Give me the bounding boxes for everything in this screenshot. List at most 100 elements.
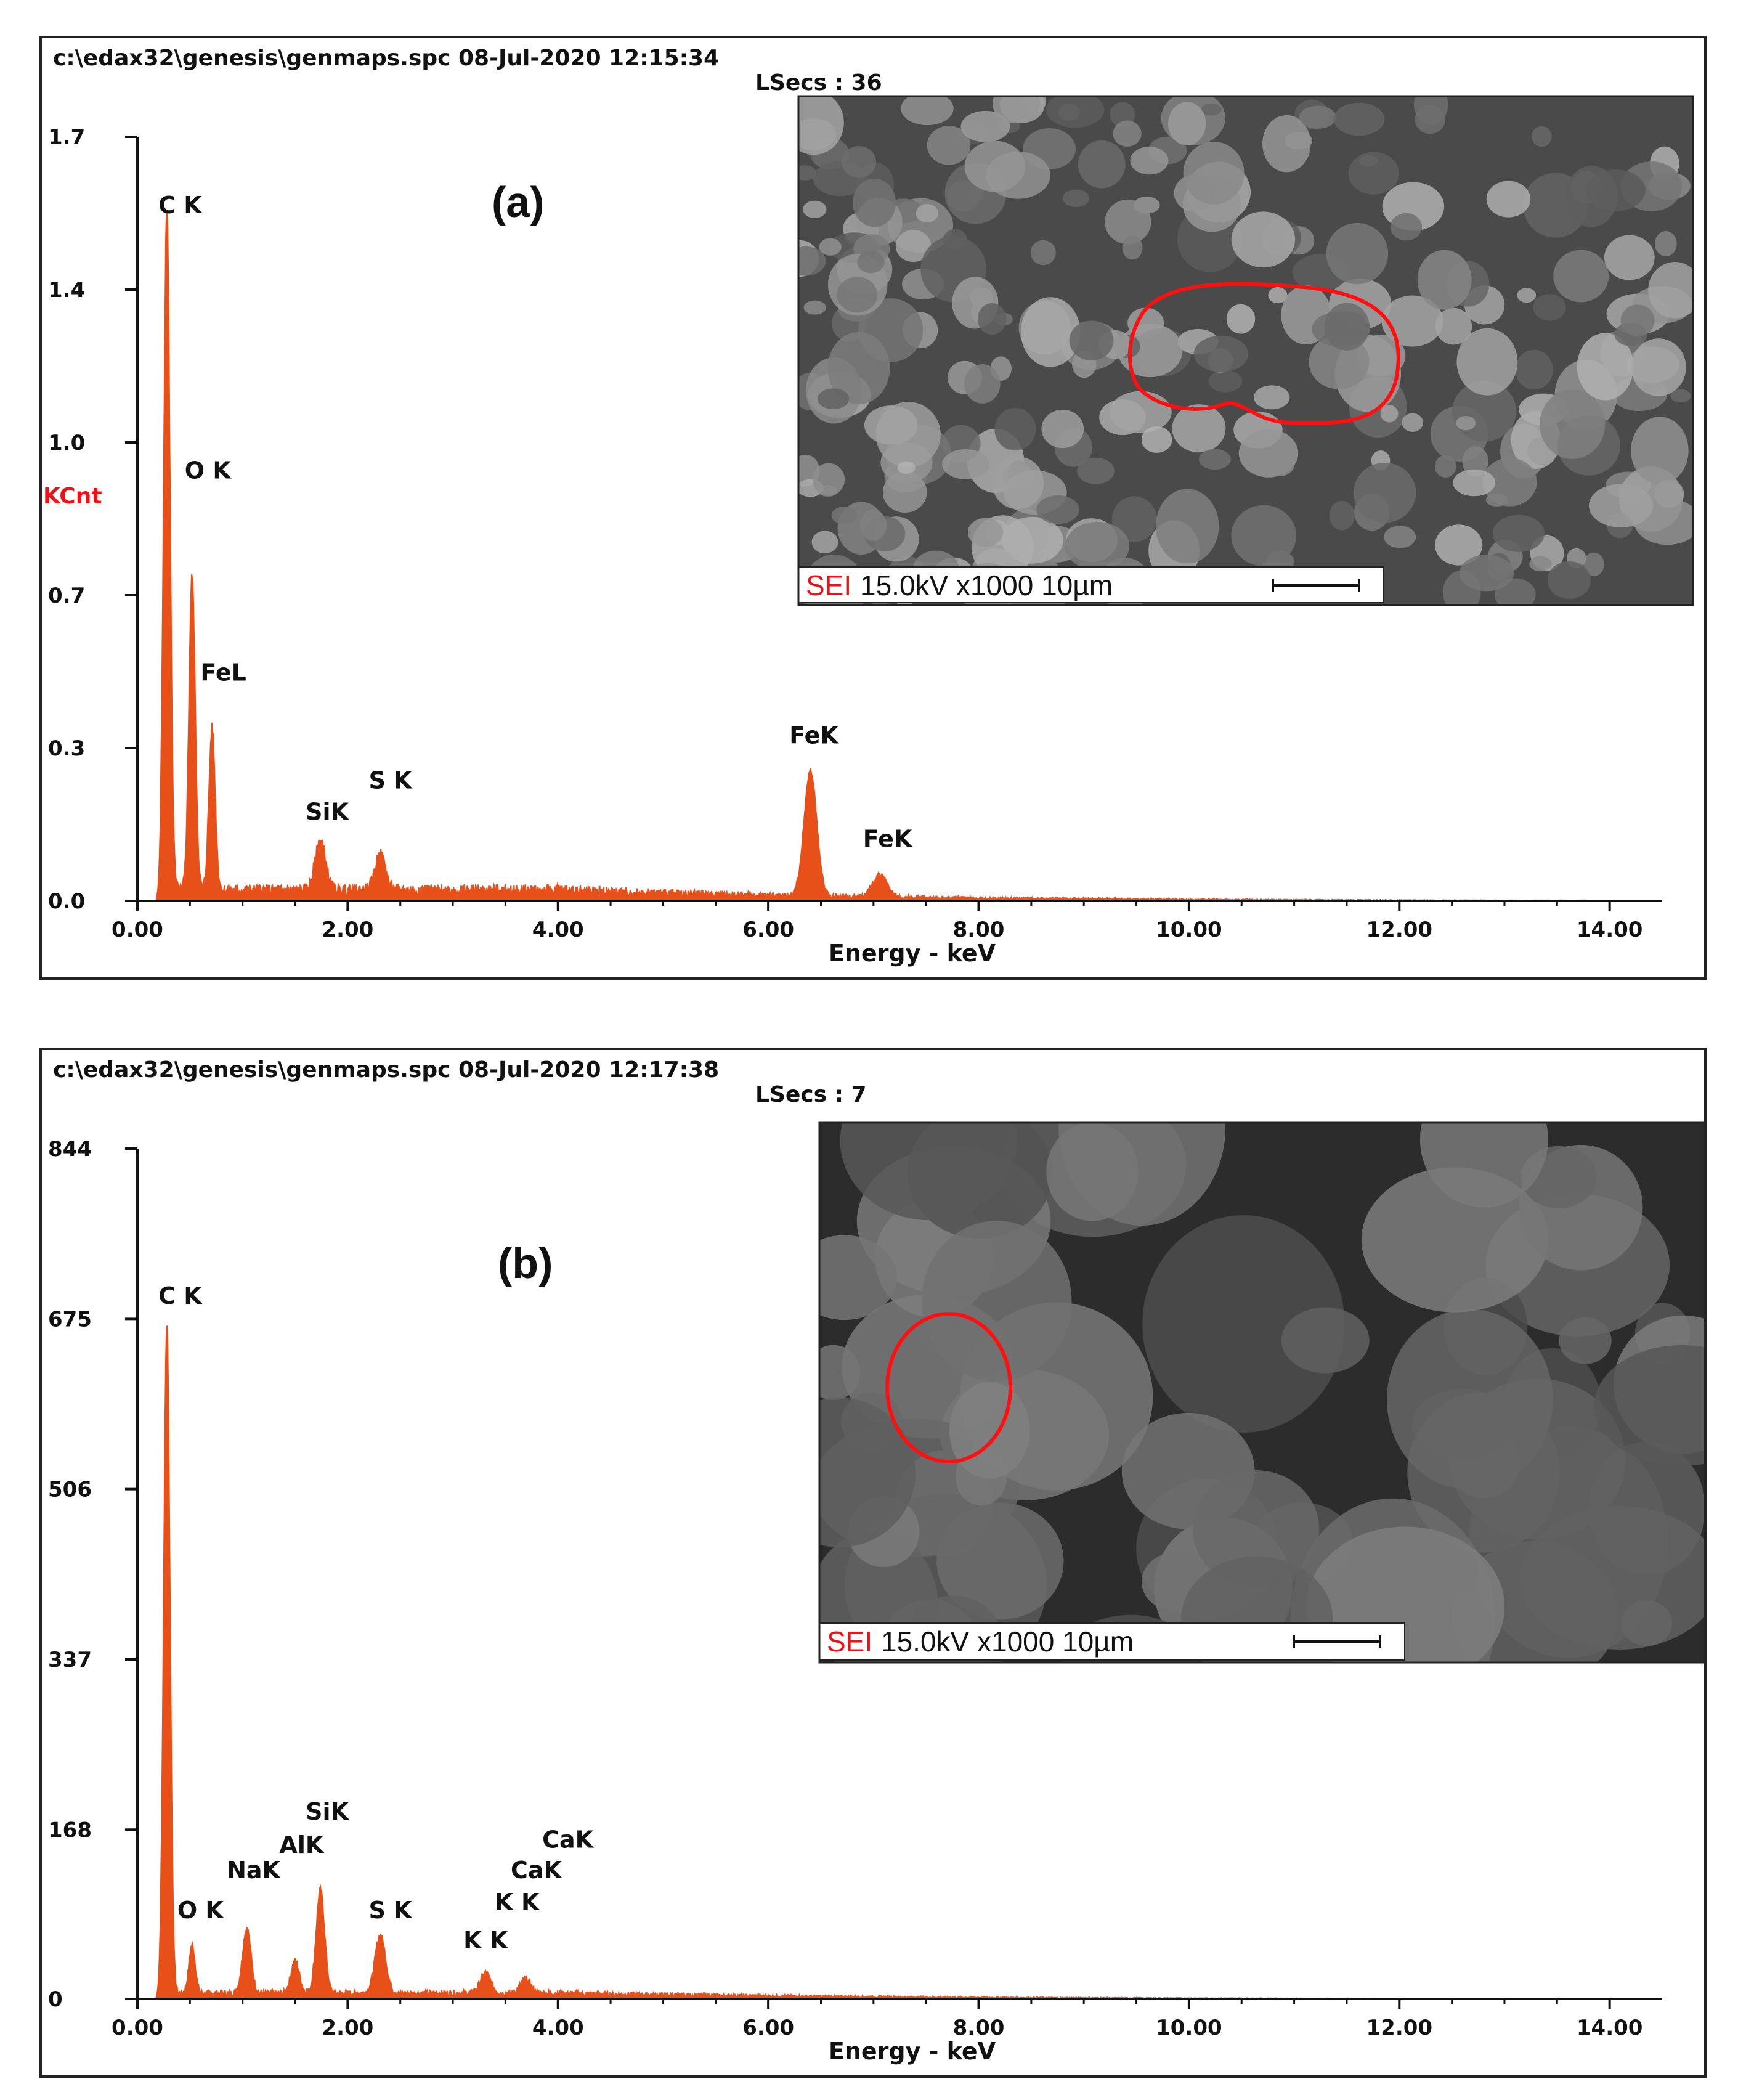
sem-particle [1078, 140, 1126, 189]
sem-particle [1130, 146, 1169, 175]
sem-particle [1058, 104, 1081, 121]
sem-particle [1201, 103, 1222, 116]
y-tick-label: 1.4 [48, 278, 85, 303]
panel-b-header-line1: c:\edax32\genesis\genmaps.spc 08-Jul-202… [53, 1057, 720, 1083]
sem-particle [864, 405, 918, 445]
sem-particle [1069, 320, 1114, 360]
peak-label: K K [463, 1927, 509, 1954]
sem-particle [1456, 415, 1476, 431]
sem-particle [1020, 297, 1081, 367]
sem-particle [1532, 126, 1552, 147]
sem-particle [1434, 455, 1456, 478]
sem-frame [797, 95, 1694, 606]
y-tick-label: 0.0 [48, 889, 85, 914]
sem-particle [1231, 505, 1296, 566]
sem-particle [1577, 333, 1634, 401]
x-tick-label: 4.00 [532, 2016, 584, 2040]
sem-particle [1517, 288, 1537, 303]
sem-detector-label: SEI [827, 1626, 872, 1658]
x-tick-label: 6.00 [742, 2016, 794, 2040]
sem-particle [1254, 385, 1290, 410]
sem-particle [994, 407, 1036, 451]
x-axis-label: Energy - keV [829, 940, 996, 967]
sem-particle [1462, 446, 1489, 477]
sem-image-inset: SEI 15.0kV x1000 10µm [818, 1121, 1704, 1664]
panel-a-header-line1: c:\edax32\genesis\genmaps.spc 08-Jul-202… [53, 46, 720, 71]
roi-outline [1127, 282, 1400, 425]
sem-particle [1380, 405, 1399, 423]
x-tick-label: 0.00 [112, 918, 163, 942]
sem-particle [1648, 261, 1693, 319]
sem-particle [897, 461, 916, 474]
sem-particle [1141, 426, 1172, 453]
sem-particle [1384, 525, 1416, 548]
sem-particle [1036, 495, 1079, 524]
sem-particle [1604, 235, 1655, 280]
sem-particle [831, 507, 858, 524]
y-tick-label: 0.3 [48, 736, 85, 761]
sem-particle [1459, 555, 1514, 592]
sem-particle [895, 229, 932, 262]
sem-particle [1381, 295, 1443, 347]
sem-particle [1324, 303, 1370, 351]
sem-particle [1419, 1123, 1548, 1208]
sem-particle [1226, 304, 1256, 334]
peak-label: FeK [789, 722, 839, 749]
peak-label: FeK [863, 825, 913, 852]
sem-particle [1533, 294, 1566, 321]
sem-particle [1030, 240, 1056, 266]
sem-particle [1594, 1345, 1704, 1466]
panel-label: (b) [498, 1239, 553, 1287]
sem-particle [1183, 141, 1245, 205]
sem-particle [960, 110, 1010, 142]
sem-particle [1046, 1123, 1139, 1221]
sem-particle [1565, 165, 1618, 227]
sem-particle [803, 300, 826, 315]
sem-particle [1062, 189, 1090, 208]
sem-particle [1417, 250, 1472, 310]
x-tick-label: 4.00 [532, 918, 584, 942]
x-axis-label: Energy - keV [829, 2038, 996, 2065]
sem-particle [1553, 250, 1609, 303]
sem-particle [1540, 389, 1606, 459]
y-tick-label: 168 [48, 1818, 92, 1842]
sem-detector-label: SEI [806, 569, 851, 601]
sem-particle [840, 1123, 1017, 1221]
sem-particle [1492, 515, 1545, 552]
sem-particle [977, 303, 1007, 335]
sem-particle [853, 178, 896, 227]
peak-label: C K [158, 1282, 203, 1309]
sem-particle [993, 96, 1041, 124]
sem-particle [1281, 1307, 1370, 1374]
sem-particle [842, 145, 877, 178]
sem-particle [1268, 287, 1288, 304]
sem-particle [1620, 304, 1655, 336]
peak-label: O K [185, 457, 232, 484]
sem-particle [1041, 409, 1084, 449]
sem-particle [1588, 484, 1654, 527]
sem-particle [1122, 235, 1143, 260]
sem-particle [1155, 489, 1219, 564]
sem-particle [916, 204, 938, 223]
sem-particle [812, 463, 845, 496]
sem-particle [1198, 449, 1231, 470]
sem-particle [1482, 458, 1537, 507]
x-tick-label: 6.00 [742, 918, 794, 942]
peak-label: CaK [542, 1826, 595, 1854]
x-tick-label: 8.00 [953, 918, 1005, 942]
sem-particle [803, 200, 827, 218]
sem-particle [798, 96, 844, 155]
y-tick-label: 844 [48, 1137, 92, 1162]
sem-particle [1111, 496, 1157, 542]
spectrum-chart-b: SEI 15.0kV x1000 10µm 0.00 2.00 4.00 6.00 8.00… [48, 1121, 1704, 2065]
sem-particle [1453, 469, 1496, 497]
sem-particle [901, 96, 954, 126]
sem-acquisition-info: 15.0kV x1000 10µm [881, 1626, 1134, 1658]
peak-label: FeL [200, 659, 246, 686]
sem-particle [827, 332, 890, 405]
x-tick-label: 14.00 [1577, 2016, 1643, 2040]
y-tick-label: 337 [48, 1648, 92, 1672]
sem-particle [1655, 230, 1677, 257]
peak-label: S K [369, 767, 413, 794]
sem-particle [943, 229, 967, 250]
